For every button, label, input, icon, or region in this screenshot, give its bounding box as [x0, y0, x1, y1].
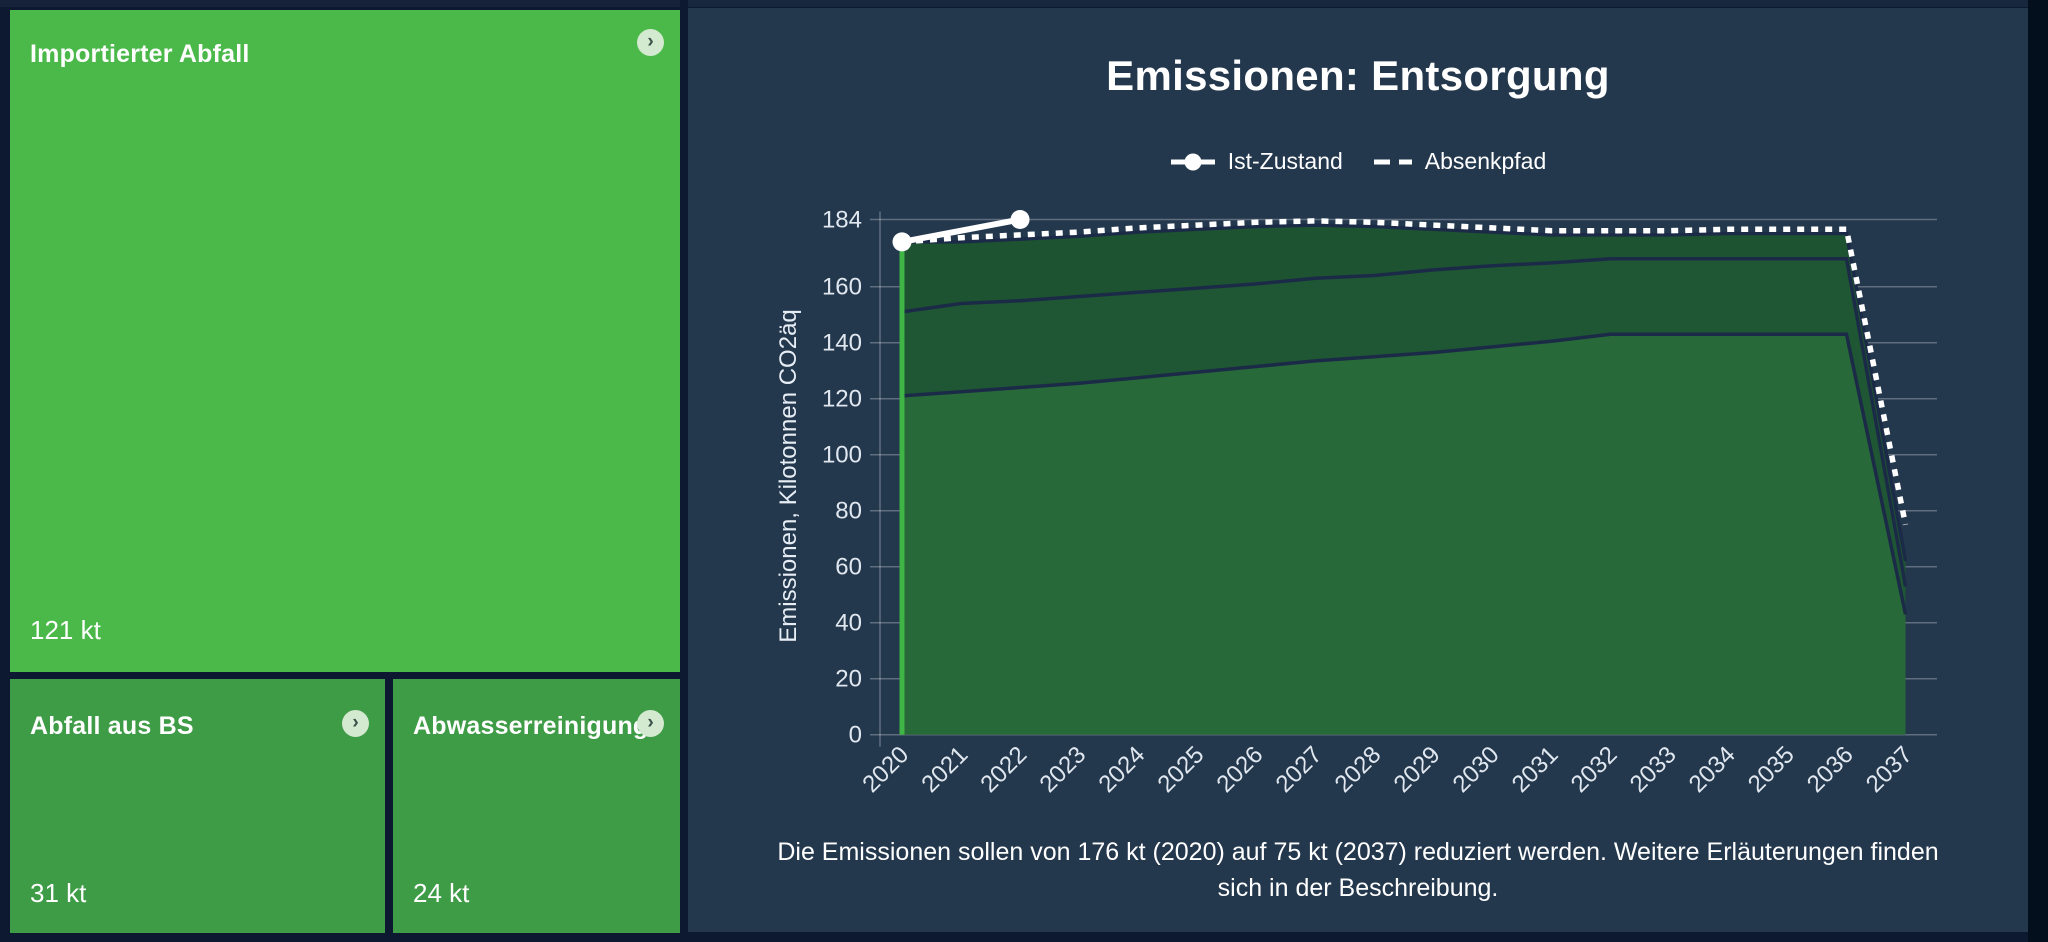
- band-border: [901, 256, 1908, 587]
- chevron-right-icon: ›: [647, 31, 654, 52]
- x-tick-label: 2033: [1625, 741, 1682, 798]
- x-tick-label: 2020: [857, 741, 914, 798]
- tile-title: Abfall aus BS: [30, 712, 194, 740]
- legend-label: Ist-Zustand: [1227, 148, 1343, 174]
- tile-title: Importierter Abfall: [30, 40, 250, 68]
- x-tick-label: 2036: [1802, 741, 1859, 798]
- tile-detail-button[interactable]: ›: [342, 710, 369, 737]
- x-tick-label: 2025: [1153, 741, 1210, 798]
- page-background-right: [2028, 0, 2048, 942]
- tile-abfall-aus-bs[interactable]: Abfall aus BS › 31 kt: [10, 679, 385, 933]
- x-tick-label: 2032: [1566, 741, 1623, 798]
- tile-importierter-abfall[interactable]: Importierter Abfall › 121 kt: [10, 10, 680, 672]
- y-tick-label: 40: [835, 610, 862, 637]
- y-tick-label: 140: [822, 330, 862, 357]
- x-tick-label: 2035: [1743, 741, 1800, 798]
- legend-item-ist-zustand[interactable]: Ist-Zustand: [1170, 148, 1343, 175]
- area-band: [902, 258, 1906, 615]
- legend-item-absenkpfad[interactable]: Absenkpfad: [1373, 148, 1546, 175]
- dashed-line-icon: [1373, 159, 1412, 164]
- legend-label: Absenkpfad: [1424, 148, 1547, 174]
- emissions-chart: 0 20 40 60 80 100 120 140 160 184 2020 2021 2022 2023…: [822, 207, 1937, 798]
- area-band: [902, 334, 1906, 735]
- tile-header: Importierter Abfall: [30, 40, 628, 69]
- x-tick-label: 2028: [1330, 741, 1387, 798]
- x-tick-label: 2022: [975, 741, 1032, 798]
- line-with-dot-icon: [1170, 153, 1215, 170]
- tile-value: 121 kt: [30, 615, 101, 645]
- x-tick-label: 2034: [1684, 741, 1741, 798]
- tile-detail-button[interactable]: ›: [637, 29, 664, 56]
- chevron-right-icon: ›: [647, 712, 654, 733]
- x-tick-label: 2026: [1212, 741, 1269, 798]
- y-tick-label: 0: [849, 722, 862, 749]
- x-tick-label: 2021: [916, 741, 973, 798]
- y-tick-label: 20: [835, 666, 862, 693]
- data-point-marker: [1010, 210, 1030, 229]
- y-tick-label: 60: [835, 554, 862, 581]
- band-border: [902, 223, 1908, 562]
- x-tick-label: 2024: [1094, 741, 1151, 798]
- x-tick-label: 2030: [1448, 741, 1505, 798]
- y-tick-label: 184: [822, 207, 862, 234]
- tile-value: 24 kt: [413, 878, 470, 908]
- partial-panel-top-left: [0, 0, 680, 7]
- chevron-right-icon: ›: [352, 712, 359, 733]
- y-tick-label: 120: [822, 386, 862, 413]
- area-band: [902, 225, 1906, 587]
- chart-caption: Die Emissionen sollen von 176 kt (2020) …: [777, 838, 1939, 902]
- tile-detail-button[interactable]: ›: [637, 710, 664, 737]
- tile-header: Abwasserreinigung: [413, 712, 648, 741]
- y-tick-label: 80: [835, 498, 862, 525]
- y-tick-label: 100: [822, 442, 862, 469]
- y-tick-label: 160: [822, 274, 862, 301]
- chart-title: Emissionen: Entsorgung: [1106, 52, 1610, 99]
- band-border: [901, 332, 1908, 615]
- partial-panel-top-right: [688, 0, 2028, 7]
- emissions-panel: Emissionen: Entsorgung Ist-Zustand Absen…: [688, 8, 2028, 932]
- tile-value: 31 kt: [30, 878, 87, 908]
- x-tick-label: 2029: [1389, 741, 1446, 798]
- chart-legend: Ist-Zustand Absenkpfad: [688, 148, 2028, 175]
- x-tick-label: 2027: [1271, 741, 1328, 798]
- tile-title: Abwasserreinigung: [413, 712, 649, 740]
- tile-header: Abfall aus BS: [30, 712, 333, 741]
- tile-abwasserreinigung[interactable]: Abwasserreinigung › 24 kt: [393, 679, 680, 933]
- x-tick-label: 2023: [1034, 741, 1091, 798]
- x-tick-label: 2037: [1861, 741, 1918, 798]
- x-tick-label: 2031: [1507, 741, 1564, 798]
